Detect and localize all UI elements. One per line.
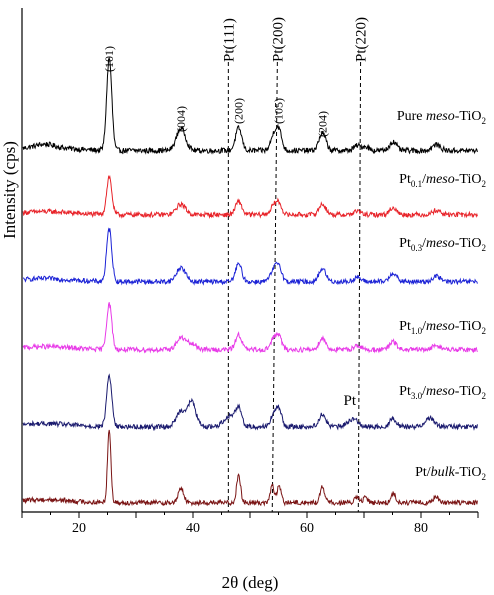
peak-label-3: (105) [272,98,286,124]
y-axis-label: Intensity (cps) [0,141,19,239]
series-label-part: -TiO [455,465,482,480]
series-label-part: -TiO [455,172,482,187]
x-tick-label: 20 [72,521,86,536]
series-label-3: Pt1.0/meso-TiO2 [399,319,486,336]
series-label-part: -TiO [455,384,482,399]
series-label-part: 2 [482,116,487,126]
series-label-part: -TiO [455,109,482,124]
annotation-0: Pt [343,393,356,409]
series-line-0 [22,57,478,155]
series-label-part: 2 [482,391,487,401]
x-tick-label: 40 [186,521,200,536]
series-label-part: / [422,236,426,251]
series-label-2: Pt0.3/meso-TiO2 [399,236,486,253]
series-line-5 [22,429,478,507]
series-label-part: 2 [482,179,487,189]
series-label-1: Pt0.1/meso-TiO2 [399,172,486,189]
axes: 20 40 60 80 [21,8,479,536]
series-label-part: 1.0 [411,326,423,336]
series-label-part: Pt [399,236,411,251]
series-line-3 [22,302,478,354]
series-label-part: 2 [482,472,487,482]
series-label-part: meso [426,236,455,251]
series-label-part: / [422,172,426,187]
series-label-4: Pt3.0/meso-TiO2 [399,384,486,401]
series-line-1 [22,174,478,220]
series-label-part: 0.1 [411,179,422,189]
series-label-5: Pt/bulk-TiO2 [415,465,486,482]
series-label-part: 0.3 [411,243,423,253]
series-label-part: Pure [397,109,426,124]
series-label-part: Pt [399,319,411,334]
series-label-part: meso [426,384,455,399]
series-label-part: meso [426,319,455,334]
series-line-4 [22,373,478,432]
series-label-part: -TiO [455,319,482,334]
x-axis-label: 2θ (deg) [222,573,279,592]
series-label-part: Pt/ [415,465,431,480]
series-label-part: Pt [399,172,411,187]
series-label-part: / [422,384,426,399]
reference-line-label-0: Pt(111) [221,18,237,62]
x-tick-label: 60 [300,521,314,536]
reference-line-label-1: Pt(200) [270,17,286,62]
series-line-2 [23,227,478,286]
reference-line-label-2: Pt(220) [354,17,370,62]
reference-line-1 [271,61,278,513]
series-label-part: meso [426,172,455,187]
reference-lines: Pt(111) Pt(200) Pt(220) [221,17,370,513]
series-label-0: Pure meso-TiO2 [397,109,486,126]
peak-label-4: (204) [315,111,329,137]
x-tick-label: 80 [414,521,428,536]
xrd-traces [22,57,478,507]
series-label-part: meso [426,109,455,124]
peak-label-0: (101) [102,46,116,72]
series-label-part: -TiO [455,236,482,251]
peak-label-1: (004) [174,106,188,132]
series-label-part: 2 [482,243,487,253]
series-label-part: 2 [482,326,487,336]
peak-label-2: (200) [232,98,246,124]
series-label-part: bulk [431,465,456,480]
reference-line-2 [357,61,362,513]
series-label-part: / [422,319,426,334]
series-label-part: 3.0 [411,391,423,401]
series-label-part: Pt [399,384,411,399]
